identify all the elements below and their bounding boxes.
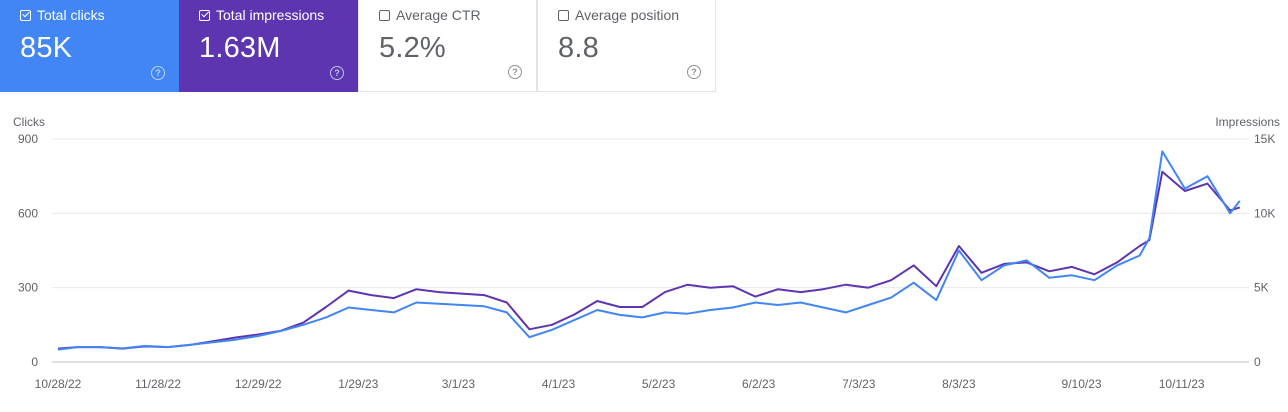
performance-chart[interactable]: Clicks Impressions 0 300 600 900 0 5K 10K 15K 10…	[0, 110, 1288, 410]
checkbox-unchecked-icon[interactable]	[558, 9, 569, 21]
total-clicks-value: 85K	[20, 32, 73, 64]
average-position-card[interactable]: Average position 8.8 ?	[537, 0, 716, 92]
help-icon[interactable]: ?	[508, 65, 522, 79]
chart-tick-labels: 0 300 600 900 0 5K 10K 15K 10/28/22 11/28/22 12/29…	[18, 132, 1275, 391]
x-tick-label: 6/2/23	[742, 377, 776, 391]
x-tick-label: 10/11/23	[1159, 377, 1205, 391]
total-impressions-card[interactable]: Total impressions 1.63M ?	[179, 0, 358, 92]
total-clicks-label: Total clicks	[37, 7, 105, 23]
left-tick-label: 900	[18, 132, 38, 146]
clicks-series-line	[57, 150, 1241, 351]
right-tick-label: 5K	[1254, 281, 1269, 295]
x-tick-label: 7/3/23	[842, 377, 876, 391]
chart-gridlines	[52, 138, 1249, 363]
x-tick-label: 1/29/23	[338, 377, 378, 391]
total-impressions-value: 1.63M	[199, 32, 281, 64]
left-tick-label: 0	[31, 355, 38, 369]
right-tick-label: 10K	[1254, 206, 1275, 220]
average-ctr-header: Average CTR	[379, 7, 536, 23]
right-axis-title: Impressions	[1215, 115, 1280, 129]
chart-series	[57, 150, 1241, 351]
total-clicks-card[interactable]: Total clicks 85K ?	[0, 0, 179, 92]
help-icon[interactable]: ?	[687, 65, 701, 79]
x-tick-label: 8/3/23	[942, 377, 976, 391]
x-tick-label: 5/2/23	[642, 377, 676, 391]
checkbox-checked-icon[interactable]	[20, 9, 31, 21]
average-ctr-card[interactable]: Average CTR 5.2% ?	[358, 0, 537, 92]
average-position-header: Average position	[558, 7, 715, 23]
average-position-value: 8.8	[558, 32, 599, 64]
total-impressions-label: Total impressions	[216, 7, 325, 23]
total-clicks-header: Total clicks	[20, 7, 179, 23]
average-position-label: Average position	[575, 7, 680, 23]
x-tick-label: 11/28/22	[135, 377, 181, 391]
left-axis-title: Clicks	[13, 115, 45, 129]
checkbox-unchecked-icon[interactable]	[379, 9, 390, 21]
x-tick-label: 4/1/23	[542, 377, 576, 391]
x-tick-label: 9/10/23	[1062, 377, 1102, 391]
impressions-series-line	[57, 170, 1241, 350]
left-tick-label: 300	[18, 281, 38, 295]
x-tick-label: 3/1/23	[442, 377, 476, 391]
x-tick-label: 12/29/22	[235, 377, 282, 391]
checkbox-checked-icon[interactable]	[199, 9, 210, 21]
total-impressions-header: Total impressions	[199, 7, 358, 23]
metric-cards: Total clicks 85K ? Total impressions 1.6…	[0, 0, 717, 92]
x-tick-label: 10/28/22	[35, 377, 82, 391]
right-tick-label: 15K	[1254, 132, 1275, 146]
average-ctr-value: 5.2%	[379, 32, 446, 64]
left-tick-label: 600	[18, 206, 38, 220]
help-icon[interactable]: ?	[330, 66, 344, 80]
right-tick-label: 0	[1254, 355, 1261, 369]
average-ctr-label: Average CTR	[396, 7, 481, 23]
help-icon[interactable]: ?	[151, 66, 165, 80]
